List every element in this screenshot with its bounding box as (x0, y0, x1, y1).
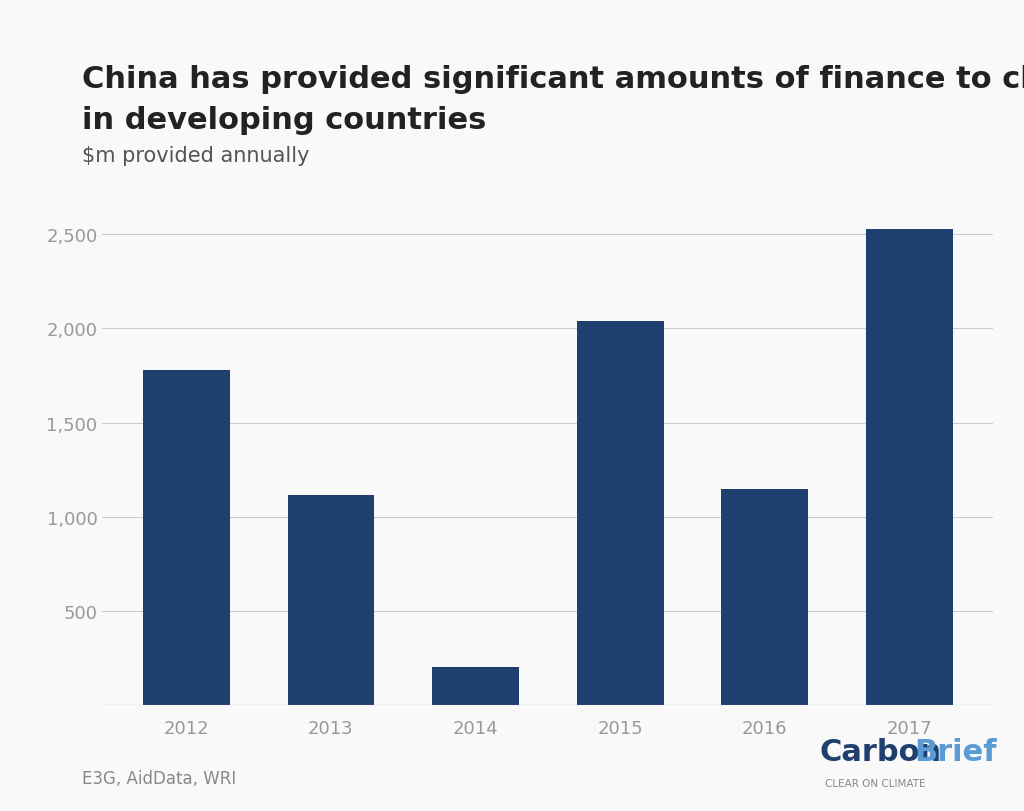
Bar (143, 371, 229, 706)
Text: CLEAR ON CLIMATE: CLEAR ON CLIMATE (825, 779, 926, 788)
Bar (577, 321, 664, 706)
Text: in developing countries: in developing countries (82, 105, 486, 135)
Bar (721, 489, 808, 706)
Bar (866, 230, 952, 706)
Text: E3G, AidData, WRI: E3G, AidData, WRI (82, 769, 237, 787)
Text: Carbon: Carbon (819, 737, 941, 766)
Bar (288, 496, 375, 706)
Text: China has provided significant amounts of finance to climate-related projects: China has provided significant amounts o… (82, 65, 1024, 94)
Bar (432, 667, 519, 706)
Text: $m provided annually: $m provided annually (82, 146, 309, 166)
Text: Brief: Brief (914, 737, 997, 766)
